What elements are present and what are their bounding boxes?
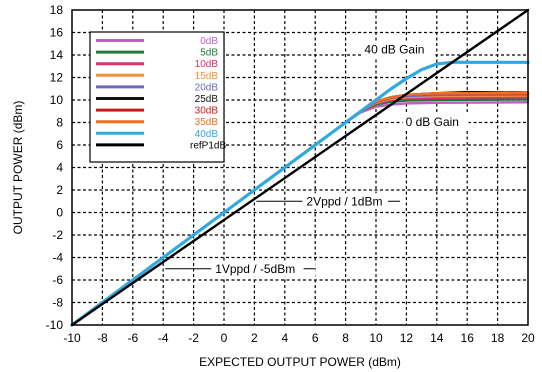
x-tick-label: 20 (521, 331, 535, 345)
y-tick-label: 0 (56, 206, 63, 220)
y-tick-label: 2 (56, 183, 63, 197)
y-axis-title: OUTPUT POWER (dBm) (11, 101, 25, 235)
annotation-40db-gain: 40 dB Gain (364, 42, 424, 56)
x-tick-label: 12 (400, 331, 414, 345)
legend-label-refp1db: refP1dB (190, 140, 226, 151)
y-tick-label: -6 (52, 273, 63, 287)
legend-label-0db: 0dB (200, 36, 218, 47)
annotation-bg (361, 41, 436, 58)
x-tick-label: -10 (63, 331, 81, 345)
y-tick-label: 4 (56, 161, 63, 175)
y-tick-label: -10 (46, 318, 64, 332)
plot-frame (71, 9, 529, 326)
y-tick-label: 18 (50, 3, 64, 17)
y-tick-label: -8 (52, 296, 63, 310)
y-tick-label: 6 (56, 138, 63, 152)
x-tick-label: -8 (97, 331, 108, 345)
legend-label-20db: 20dB (195, 82, 219, 93)
y-tick-label: 12 (50, 71, 64, 85)
annotation-bg (304, 193, 400, 210)
series-line-refp1db (70, 8, 530, 327)
x-tick-label: 18 (491, 331, 505, 345)
series-lines (70, 8, 530, 327)
y-tick-label: -2 (52, 228, 63, 242)
tick-labels: -10 -8 -6 -4 -2 0 2 4 6 8 10 12 14 16 18 20-10-8-6-4-20… (46, 3, 535, 345)
x-tick-label: 14 (430, 331, 444, 345)
legend-label-15db: 15dB (195, 71, 219, 82)
annotation-bg (402, 114, 469, 131)
legend-label-25db: 25dB (195, 94, 219, 105)
y-tick-label: 14 (50, 48, 64, 62)
x-axis-title: EXPECTED OUTPUT POWER (dBm) (199, 355, 401, 369)
x-tick-label: 0 (221, 331, 228, 345)
annotation-bg (213, 260, 316, 277)
annotations: 40 dB Gain 0 dB Gain 2Vppd / 1dBm 1Vppd / -… (165, 41, 469, 277)
y-tick-label: -4 (52, 251, 63, 265)
y-tick-label: 8 (56, 116, 63, 130)
annotation-label-3: 1Vppd / -5dBm (215, 262, 295, 276)
x-tick-label: 8 (342, 331, 349, 345)
legend-label-10db: 10dB (195, 59, 219, 70)
x-tick-label: 10 (369, 331, 383, 345)
annotation-0db-gain: 0 dB Gain (406, 115, 459, 129)
x-tick-label: 16 (461, 331, 475, 345)
legend-label-35db: 35dB (195, 117, 219, 128)
legend-label-5db: 5dB (200, 48, 218, 59)
x-tick-label: -2 (188, 331, 199, 345)
series-line-40db (70, 60, 530, 327)
x-tick-label: -4 (158, 331, 169, 345)
y-tick-label: 16 (50, 26, 64, 40)
legend-label-30db: 30dB (195, 106, 219, 117)
x-tick-label: 6 (312, 331, 319, 345)
legend: 0dB5dB10dB15dB20dB25dB30dB35dB40dBrefP1d… (89, 31, 226, 163)
annotation-label-2: 2Vppd / 1dBm (306, 194, 382, 208)
x-tick-label: -6 (127, 331, 138, 345)
legend-label-40db: 40dB (195, 129, 219, 140)
x-tick-label: 2 (251, 331, 258, 345)
y-tick-label: 10 (50, 93, 64, 107)
x-tick-label: 4 (281, 331, 288, 345)
